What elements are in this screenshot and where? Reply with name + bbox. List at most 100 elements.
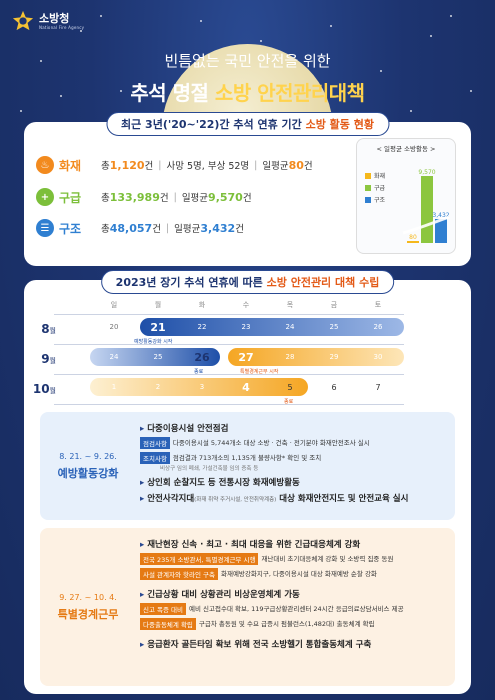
calendar-note: 종료 (194, 369, 204, 375)
agency-name: 소방청 (39, 11, 70, 25)
weekday-label: 일 (110, 301, 118, 309)
special-duty-bar (90, 378, 308, 396)
sub-item-text: 재난대비 초기대응체계 강화 및 소방력 집중 동원 (261, 555, 394, 563)
fire-icon: ♨ (36, 156, 54, 174)
weekday-label: 월 (154, 301, 162, 309)
calendar-day: 24 (285, 323, 295, 331)
bullet-item: 상인회 순찰지도 등 전통시장 화재예방활동 (140, 476, 452, 488)
stat-total-prefix: 총 (101, 193, 110, 204)
section-date: 9. 27. ~ 10. 4. (59, 592, 117, 602)
star (470, 90, 472, 92)
calendar-divider (54, 314, 404, 315)
weekday-label: 금 (330, 301, 338, 309)
stat-total-prefix: 총 (101, 161, 110, 172)
sub-item: 조치사항 점검결과 713개소의 1,135개 불량사항* 확인 및 조치 (140, 452, 452, 464)
legend-label: 화재 (374, 172, 385, 180)
daily-average-chart: < 일평균 소방활동 > 80 화재 9,570 구급 3,432 구조 (356, 138, 456, 254)
calendar-divider (54, 374, 404, 375)
sub-item-text: 예비 신고접수대 확보, 119구급상황관리센터 24시간 응급의료상담서비스 … (189, 605, 404, 613)
special-duty-section: 9. 27. ~ 10. 4. 특별경계근무 재난현장 신속 · 최고 · 최대 대… (40, 528, 455, 686)
stat-avg-unit: 건 (242, 193, 252, 204)
sub-item: 전국 235개 소방관서, 특별경계근무 시행 재난대비 초기대응체계 강화 및 … (140, 553, 452, 565)
star (40, 60, 42, 62)
chart-canvas: 80 화재 9,570 구급 3,432 구조 (365, 169, 450, 243)
month-number: 8 (41, 322, 50, 336)
headline-title: 추석 명절 소방 안전관리대책 (0, 77, 495, 106)
prevention-period-bar (140, 318, 404, 336)
special-duty-bar (228, 348, 404, 366)
stat-total-number: 133,989 (109, 190, 160, 204)
calendar-day: 4 (242, 381, 250, 394)
stat-total-unit: 건 (144, 161, 154, 172)
tag: 다중출동체계 확립 (140, 618, 196, 630)
stat-total-unit: 건 (152, 224, 161, 235)
stat-avg-number: 80 (288, 158, 304, 172)
legend-label: 구급 (374, 185, 386, 192)
calendar-day: 22 (197, 323, 207, 331)
calendar-day: 28 (285, 353, 295, 361)
chart-title: < 일평균 소방활동 > (376, 145, 436, 153)
stat-row: + 구급 총 133,989 건 | 일평균 9,570 건 (36, 188, 252, 206)
sub-item: 신고 폭증 대비 예비 신고접수대 확보, 119구급상황관리센터 24시간 응급… (140, 603, 452, 615)
activity-status-title-prefix: 최근 3년('20~'22)간 추석 연휴 기간 (120, 118, 306, 131)
stat-avg-prefix: 일평균 (262, 161, 289, 172)
prevention-period-bar (90, 348, 220, 366)
month-label: 8월 (16, 322, 56, 336)
star (100, 15, 102, 17)
section-name: 특별경계근무 (57, 607, 119, 621)
chart-bar-화재 (407, 241, 419, 243)
month-unit: 월 (49, 327, 56, 335)
bullet-note: (화재 취약 주거시설, 안전취약계층) (194, 497, 277, 503)
stat-casualties: 사망 5명, 부상 52명 (166, 161, 250, 172)
star (60, 95, 62, 97)
bullet-item: 재난현장 신속 · 최고 · 최대 대응을 위한 긴급대응체계 강화 (140, 538, 452, 550)
chart-bar-구급 (421, 176, 433, 243)
section-period: 8. 21. ~ 9. 26. 예방활동강화 (40, 412, 136, 520)
star (80, 30, 82, 32)
calendar-day: 30 (373, 353, 383, 361)
month-label: 10월 (16, 382, 56, 396)
divider: | (254, 159, 258, 171)
legend-swatch (365, 197, 371, 203)
month-unit: 월 (49, 387, 56, 395)
star (430, 35, 432, 37)
calendar-day: 27 (238, 351, 254, 364)
stat-avg-unit: 건 (303, 161, 313, 172)
prevention-section: 8. 21. ~ 9. 26. 예방활동강화 다중이용시설 안전점검점검사항다중이용… (40, 412, 455, 520)
star (410, 110, 412, 112)
sub-item-text: 화재예방강화지구, 다중이용시설 대상 화재예방 순찰 강화 (220, 570, 377, 578)
calendar-note: 예방활동강화 시작 (134, 339, 173, 345)
divider: | (165, 222, 170, 234)
legend-swatch (365, 185, 371, 191)
weekday-label: 토 (374, 301, 382, 309)
star (200, 20, 202, 22)
calendar-day: 25 (153, 353, 163, 361)
stat-row: ♨ 화재 총 1,120 건 | 사망 5명, 부상 52명 | 일평균 80 건 (36, 156, 313, 174)
chart-wave-decoration (402, 215, 450, 235)
bullet-text-end: 대상 화재안전지도 및 안전교육 실시 (276, 494, 409, 504)
tag: 신고 폭증 대비 (140, 603, 187, 615)
stat-avg-prefix: 일평균 (181, 193, 209, 204)
star (450, 15, 452, 17)
agency-logo: 소방청 National Fire Agency (12, 10, 84, 32)
section-period: 9. 27. ~ 10. 4. 특별경계근무 (40, 528, 136, 686)
stat-avg-unit: 건 (235, 224, 244, 235)
star (260, 40, 262, 42)
divider: | (158, 159, 162, 171)
legend-label: 구조 (374, 197, 386, 204)
star (330, 25, 332, 27)
stat-avg-number: 9,570 (208, 190, 243, 204)
month-unit: 월 (49, 357, 56, 365)
chart-value-label: 9,570 (418, 169, 435, 176)
sub-item-text: 점검결과 713개소의 1,135개 불량사항* 확인 및 조치 (172, 454, 322, 462)
star (120, 90, 122, 92)
headline-title-highlight: 소방 안전관리대책 (214, 81, 365, 105)
calendar-day: 24 (109, 353, 119, 361)
sub-item: 사설 관계자와 핫라인 구축 화재예방강화지구, 다중이용시설 대상 화재예방 순… (140, 568, 452, 580)
calendar-day: 29 (329, 353, 339, 361)
stat-total-unit: 건 (159, 193, 169, 204)
safety-plan-title-prefix: 2023년 장기 추석 연휴에 따른 (115, 276, 267, 289)
weekday-label: 수 (242, 301, 250, 309)
